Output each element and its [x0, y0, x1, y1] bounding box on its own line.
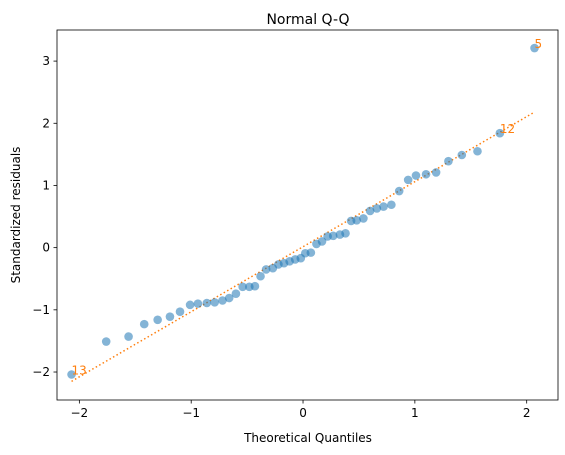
- data-point: [444, 156, 453, 166]
- data-point: [431, 168, 441, 177]
- data-point: [379, 202, 388, 211]
- data-point: [495, 128, 505, 138]
- y-tick-label: 0: [42, 241, 50, 255]
- y-axis-label: Standardized residuals: [9, 147, 23, 284]
- axes-frame: [56, 29, 559, 401]
- data-point: [387, 200, 396, 210]
- data-point: [411, 171, 421, 180]
- chart-title: Normal Q-Q: [266, 12, 349, 28]
- data-point: [352, 215, 362, 225]
- point-annotation: 12: [500, 122, 515, 136]
- x-axis: −2 −1 0 1 2: [71, 400, 531, 420]
- data-point: [365, 206, 375, 216]
- data-point: [473, 146, 482, 156]
- data-point: [193, 299, 203, 308]
- data-point: [185, 300, 195, 310]
- data-point: [457, 150, 467, 160]
- data-point: [124, 332, 133, 341]
- x-tick-label: −1: [182, 406, 200, 420]
- data-point: [372, 204, 382, 213]
- data-point: [231, 289, 241, 298]
- data-point: [238, 282, 247, 292]
- x-tick-label: 0: [299, 406, 307, 420]
- plot-area: 5 12 13: [67, 37, 543, 382]
- reference-line: [71, 111, 535, 382]
- data-point: [175, 307, 185, 316]
- data-point: [359, 214, 368, 223]
- point-annotation: 5: [535, 37, 543, 51]
- data-point: [67, 370, 76, 379]
- data-point: [250, 281, 260, 291]
- data-point: [317, 237, 327, 246]
- data-point: [202, 298, 212, 308]
- data-point: [530, 43, 539, 53]
- data-point: [421, 169, 431, 179]
- data-point: [139, 319, 149, 329]
- y-tick-label: −2: [32, 365, 50, 379]
- data-point: [218, 296, 227, 305]
- data-point: [306, 248, 316, 257]
- data-point: [101, 337, 111, 346]
- x-axis-label: Theoretical Quantiles: [243, 431, 372, 445]
- x-tick-label: 1: [411, 406, 419, 420]
- data-point: [341, 229, 350, 238]
- data-point: [403, 175, 413, 185]
- data-point: [153, 315, 162, 325]
- data-point: [210, 298, 219, 307]
- data-point: [328, 231, 338, 241]
- data-point: [256, 271, 265, 281]
- data-point: [394, 186, 404, 196]
- y-tick-label: 1: [42, 178, 50, 192]
- data-point: [261, 265, 271, 274]
- y-tick-label: 2: [42, 116, 50, 130]
- y-tick-label: −1: [32, 303, 50, 317]
- y-tick-label: 3: [42, 54, 50, 68]
- x-tick-label: 2: [523, 406, 531, 420]
- data-point: [224, 293, 234, 303]
- point-annotation: 13: [72, 364, 87, 378]
- y-axis: −2 −1 0 1 2 3: [32, 54, 57, 379]
- data-point: [165, 312, 175, 321]
- x-tick-label: −2: [71, 406, 89, 420]
